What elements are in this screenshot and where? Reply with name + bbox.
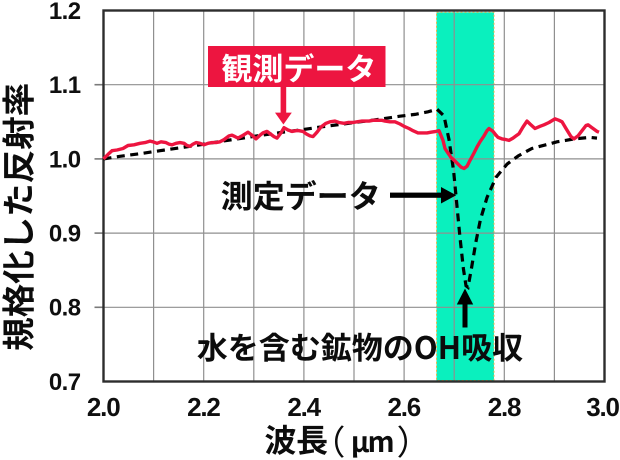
svg-text:2.8: 2.8	[488, 392, 521, 422]
svg-text:3.0: 3.0	[586, 392, 619, 422]
svg-text:1.1: 1.1	[49, 72, 81, 99]
svg-text:0.9: 0.9	[49, 221, 81, 248]
svg-text:2.2: 2.2	[187, 392, 220, 422]
svg-text:0.7: 0.7	[49, 369, 81, 396]
svg-text:0.8: 0.8	[49, 295, 81, 322]
svg-text:1.0: 1.0	[49, 146, 81, 173]
svg-text:2.6: 2.6	[388, 392, 421, 422]
svg-text:2.4: 2.4	[287, 392, 321, 422]
svg-text:1.2: 1.2	[49, 0, 81, 25]
svg-text:2.0: 2.0	[87, 392, 120, 422]
